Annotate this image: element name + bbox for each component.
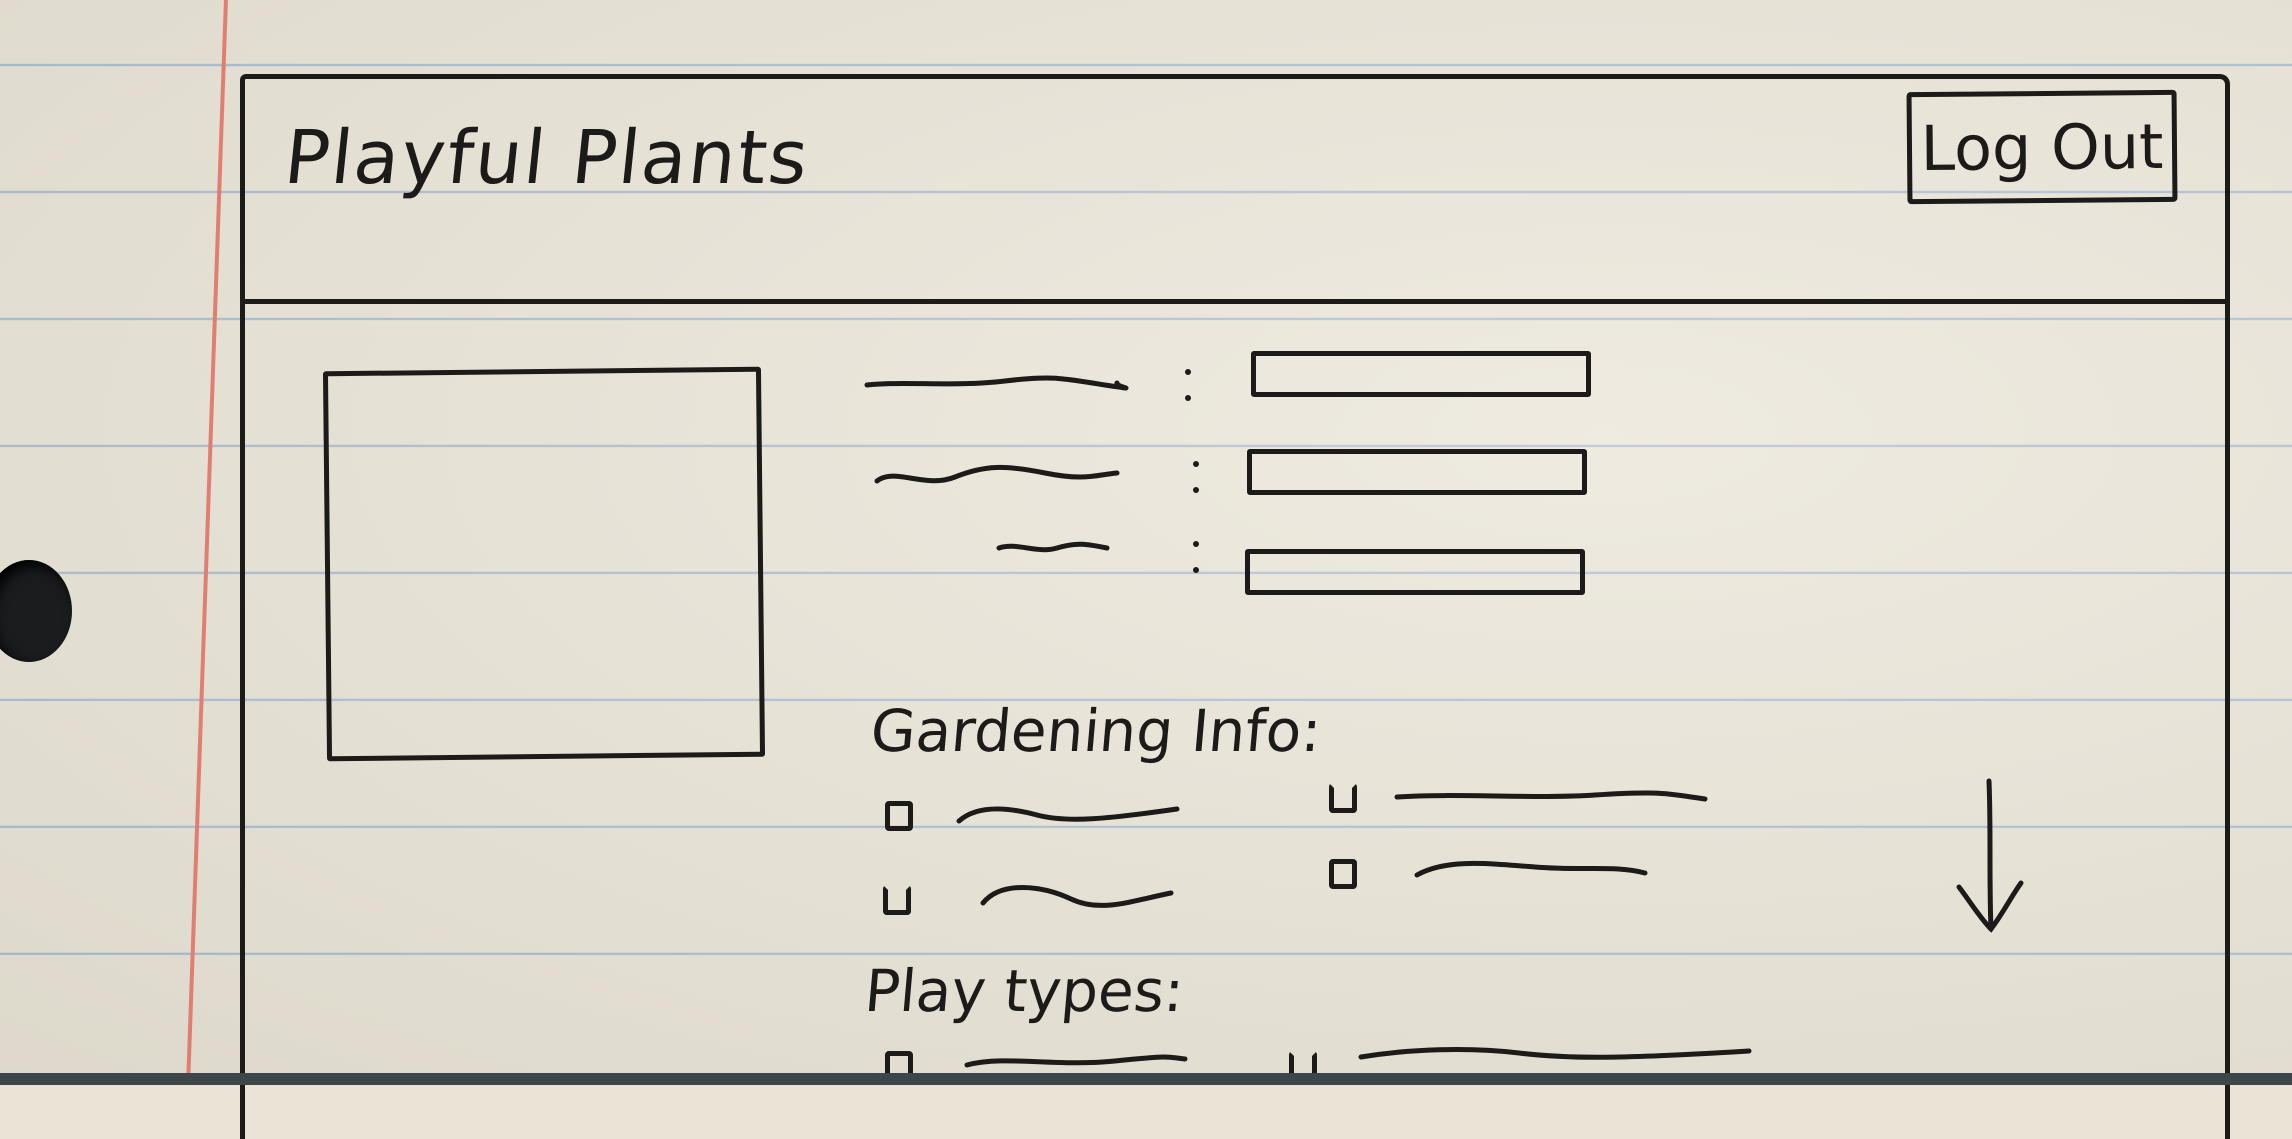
- option-label-placeholder: [980, 885, 1174, 908]
- option-label-placeholder: [964, 1054, 1188, 1068]
- option-label-placeholder: [1394, 790, 1708, 802]
- gardening-info-checkbox-2[interactable]: [1329, 783, 1357, 813]
- option-label-placeholder: [956, 806, 1180, 824]
- field-label-placeholder: [864, 375, 1129, 391]
- plant-field-input-2[interactable]: [1247, 449, 1587, 495]
- field-label-placeholder: [874, 464, 1120, 484]
- gardening-info-heading: Gardening Info:: [868, 697, 1324, 765]
- plant-field-input-1[interactable]: [1251, 351, 1591, 397]
- app-window-sketch: Playful Plants Log Out Gardening Info: P…: [240, 74, 2230, 1139]
- log-out-button[interactable]: Log Out: [1906, 89, 2178, 205]
- app-header: Playful Plants Log Out: [245, 79, 2225, 304]
- app-title: Playful Plants: [280, 115, 814, 201]
- option-label-placeholder: [1414, 860, 1648, 878]
- plant-image-placeholder: [322, 366, 766, 762]
- desk-edge: [0, 1073, 2292, 1085]
- field-colon: [1185, 369, 1191, 401]
- option-label-placeholder: [1358, 1047, 1752, 1060]
- field-colon: [1193, 541, 1199, 573]
- field-label-placeholder: [996, 541, 1110, 553]
- notebook-margin-line: [186, 0, 228, 1085]
- play-types-heading: Play types:: [862, 957, 1187, 1025]
- gardening-info-checkbox-4[interactable]: [1329, 859, 1357, 889]
- plant-field-input-3[interactable]: [1245, 549, 1585, 595]
- gardening-info-checkbox-1[interactable]: [885, 801, 913, 831]
- arrow-down-icon: [1956, 778, 2024, 933]
- binder-punch-hole: [0, 560, 72, 662]
- field-colon: [1193, 461, 1199, 493]
- gardening-info-checkbox-3[interactable]: [883, 885, 911, 915]
